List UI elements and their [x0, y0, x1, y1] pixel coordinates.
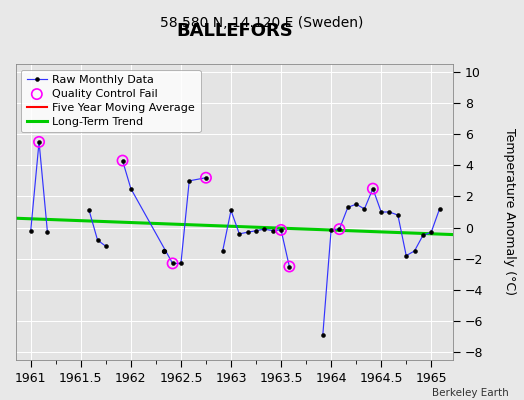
Quality Control Fail [202, 174, 210, 181]
Quality Control Fail [285, 263, 293, 270]
Text: Berkeley Earth: Berkeley Earth [432, 388, 508, 398]
Legend: Raw Monthly Data, Quality Control Fail, Five Year Moving Average, Long-Term Tren: Raw Monthly Data, Quality Control Fail, … [21, 70, 201, 132]
Quality Control Fail [369, 186, 377, 192]
Quality Control Fail [35, 139, 43, 145]
Line: Raw Monthly Data: Raw Monthly Data [29, 140, 49, 234]
Title: BALLEFORS: BALLEFORS [176, 22, 293, 40]
Text: 58.580 N, 14.120 E (Sweden): 58.580 N, 14.120 E (Sweden) [160, 16, 364, 30]
Raw Monthly Data [36, 140, 42, 144]
Raw Monthly Data [28, 228, 34, 233]
Quality Control Fail [118, 157, 127, 164]
Quality Control Fail [335, 226, 344, 232]
Quality Control Fail [168, 260, 177, 267]
Y-axis label: Temperature Anomaly (°C): Temperature Anomaly (°C) [503, 128, 516, 296]
Quality Control Fail [277, 227, 285, 233]
Raw Monthly Data [45, 230, 51, 235]
